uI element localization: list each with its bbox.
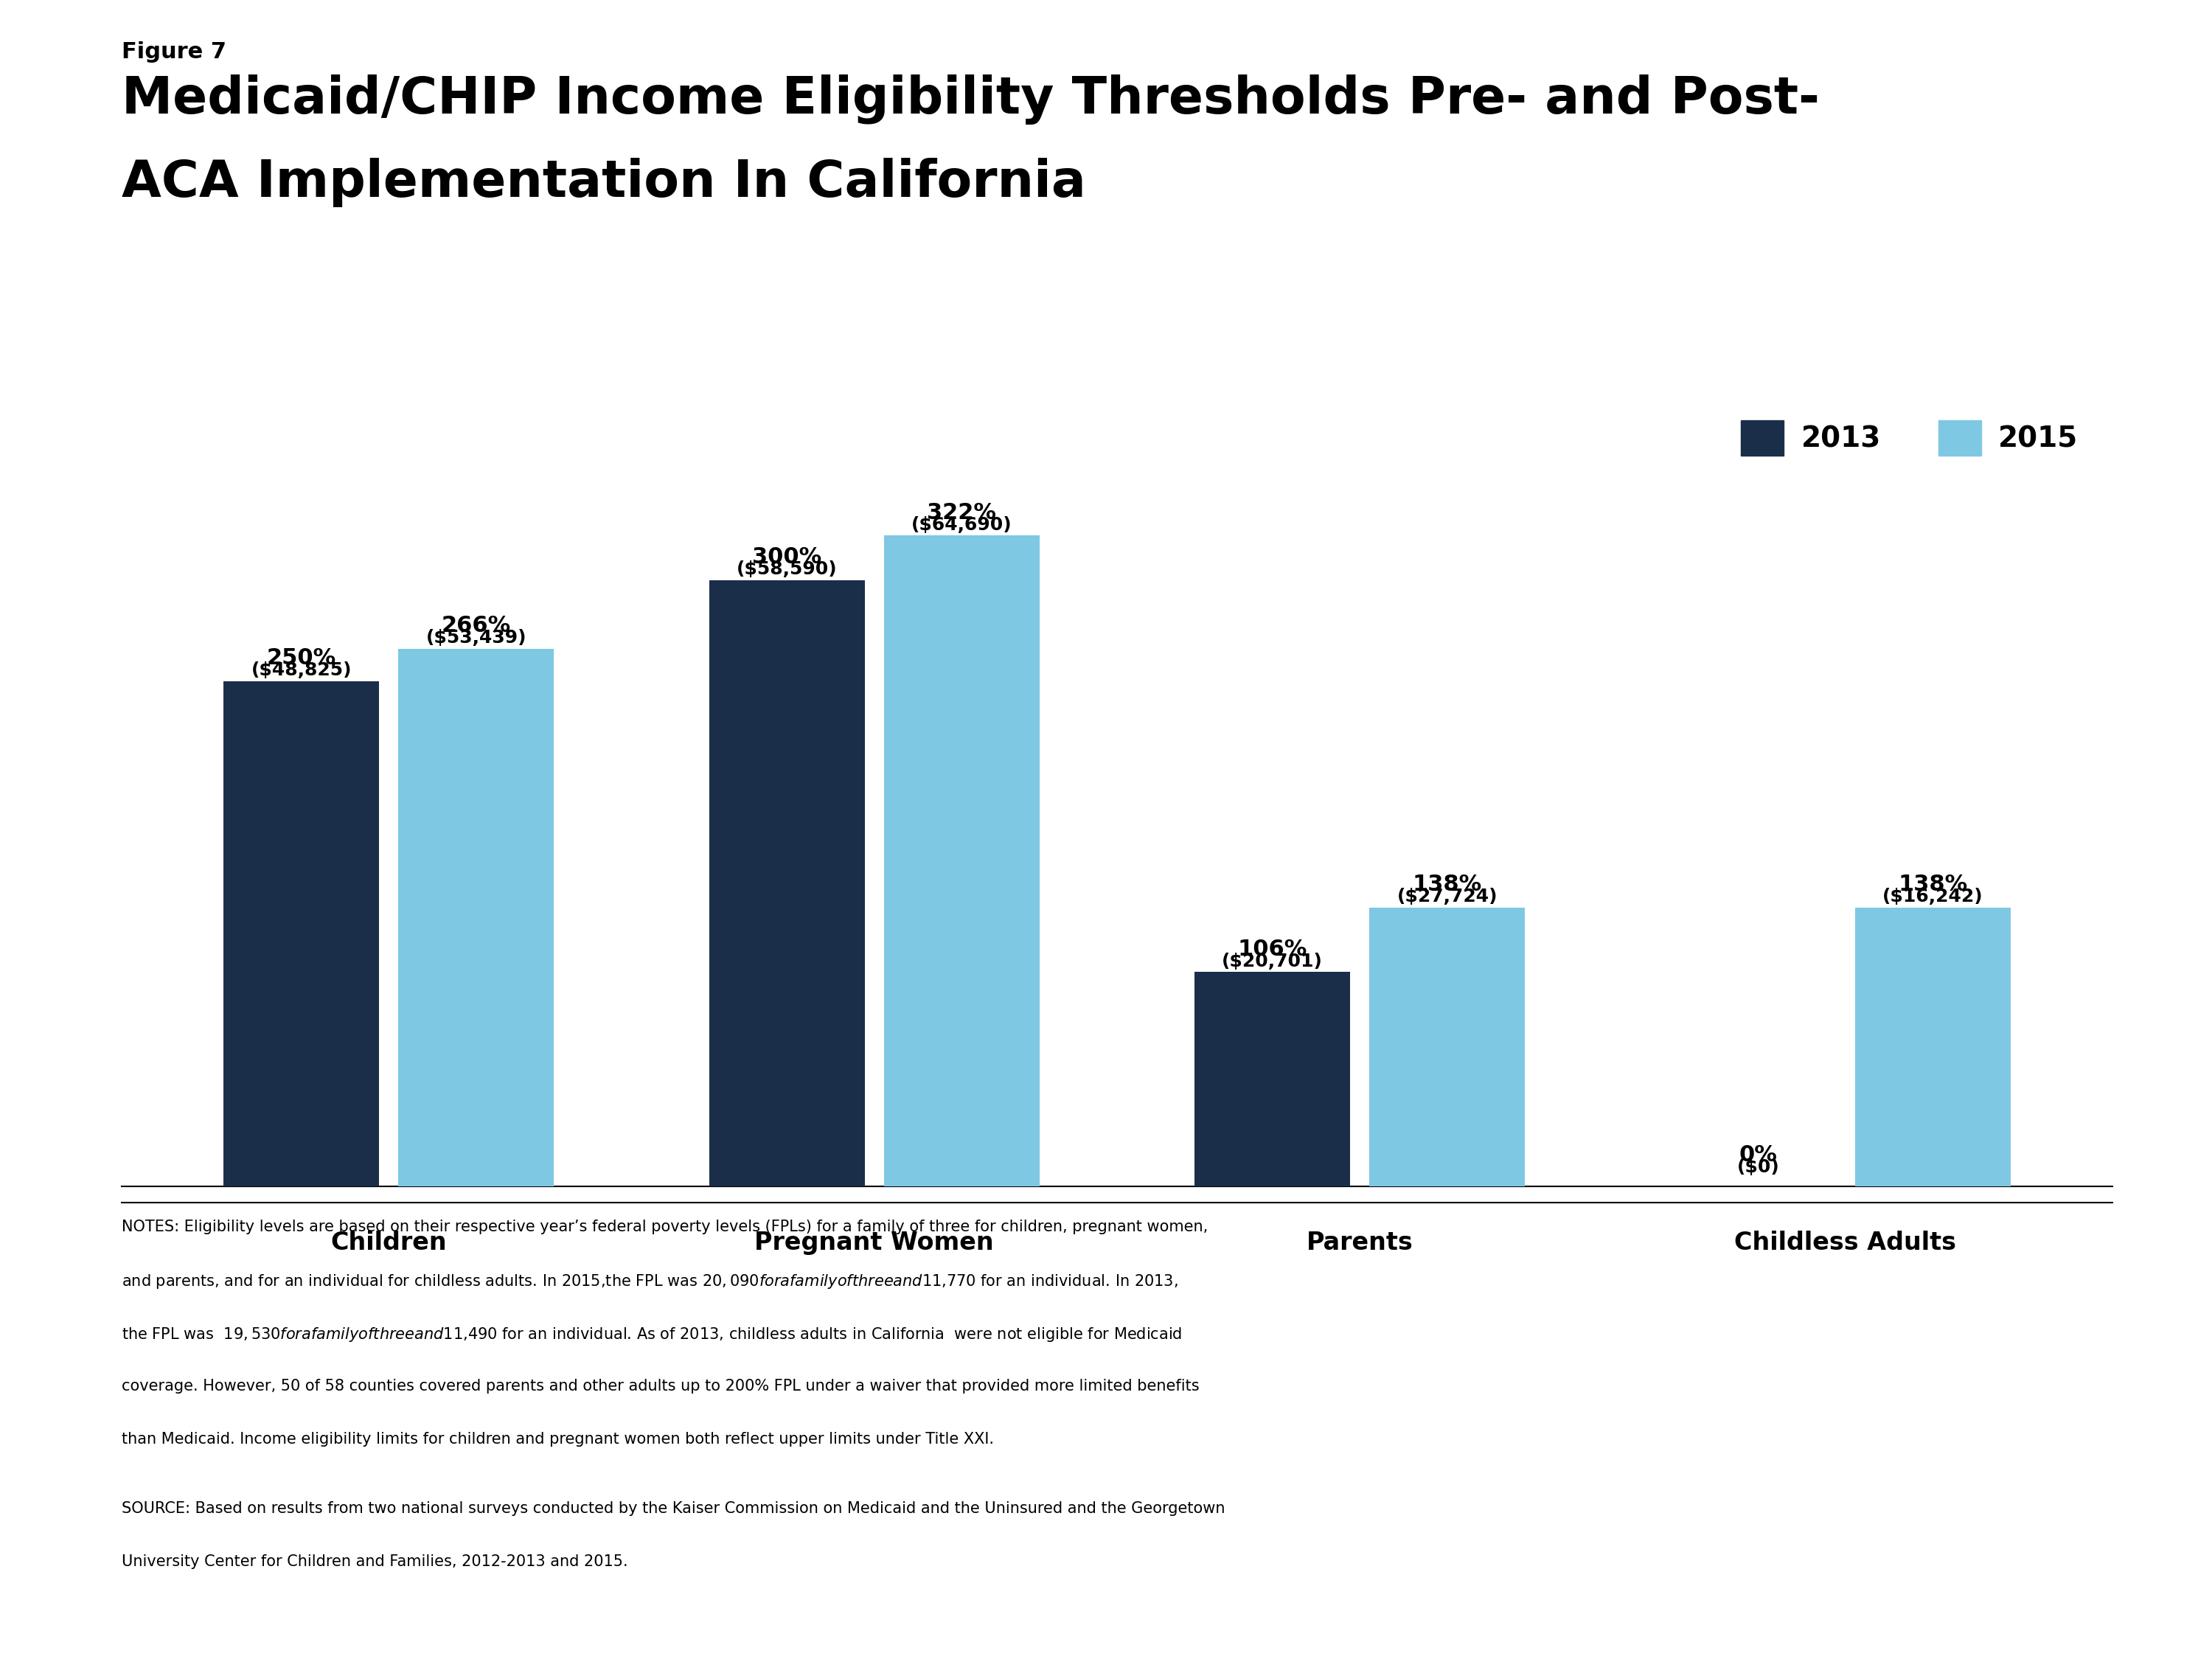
Text: ($58,590): ($58,590) <box>737 561 838 577</box>
Text: University Center for Children and Families, 2012-2013 and 2015.: University Center for Children and Famil… <box>122 1554 628 1569</box>
Text: SOURCE: Based on results from two national surveys conducted by the Kaiser Commi: SOURCE: Based on results from two nation… <box>122 1501 1225 1516</box>
Text: 266%: 266% <box>442 615 511 637</box>
Bar <box>1194 972 1349 1186</box>
Text: 0%: 0% <box>1739 1145 1776 1166</box>
Bar <box>710 581 865 1186</box>
Bar <box>885 536 1040 1186</box>
Text: 250%: 250% <box>268 647 336 669</box>
Text: 138%: 138% <box>1898 874 1966 896</box>
Bar <box>1856 907 2011 1186</box>
Text: 300%: 300% <box>752 546 821 567</box>
Text: 138%: 138% <box>1413 874 1482 896</box>
Text: ACA Implementation In California: ACA Implementation In California <box>122 158 1086 207</box>
Text: Childless Adults: Childless Adults <box>1734 1231 1955 1254</box>
Bar <box>398 649 553 1186</box>
Text: Children: Children <box>330 1231 447 1254</box>
Bar <box>1369 907 1524 1186</box>
Text: Figure 7: Figure 7 <box>122 41 226 63</box>
Text: ($48,825): ($48,825) <box>250 662 352 679</box>
Text: than Medicaid. Income eligibility limits for children and pregnant women both re: than Medicaid. Income eligibility limits… <box>122 1432 993 1447</box>
Text: ($53,439): ($53,439) <box>425 629 526 647</box>
Text: the FPL was  $19,530 for a family of three and $11,490 for an individual. As of : the FPL was $19,530 for a family of thre… <box>122 1326 1181 1344</box>
Bar <box>223 682 378 1186</box>
Text: THE HENRY J.: THE HENRY J. <box>1986 1357 2068 1367</box>
Text: ($64,690): ($64,690) <box>911 516 1013 534</box>
Text: Pregnant Women: Pregnant Women <box>754 1231 993 1254</box>
Text: ($16,242): ($16,242) <box>1882 888 1984 906</box>
Text: Medicaid/CHIP Income Eligibility Thresholds Pre- and Post-: Medicaid/CHIP Income Eligibility Thresho… <box>122 75 1820 124</box>
Text: Parents: Parents <box>1307 1231 1413 1254</box>
Text: 106%: 106% <box>1239 939 1307 961</box>
Text: FAMILY: FAMILY <box>1993 1498 2062 1516</box>
Text: ($20,701): ($20,701) <box>1221 952 1323 971</box>
Text: KAISER: KAISER <box>1986 1433 2068 1453</box>
Text: FOUNDATION: FOUNDATION <box>1986 1574 2068 1586</box>
Text: 322%: 322% <box>927 503 995 524</box>
Legend: 2013, 2015: 2013, 2015 <box>1741 420 2079 455</box>
Text: coverage. However, 50 of 58 counties covered parents and other adults up to 200%: coverage. However, 50 of 58 counties cov… <box>122 1379 1199 1394</box>
Text: NOTES: Eligibility levels are based on their respective year’s federal poverty l: NOTES: Eligibility levels are based on t… <box>122 1219 1208 1234</box>
Text: ($0): ($0) <box>1736 1158 1778 1176</box>
Text: and parents, and for an individual for childless adults. In 2015,the FPL was $20: and parents, and for an individual for c… <box>122 1272 1179 1291</box>
Text: ($27,724): ($27,724) <box>1398 888 1498 906</box>
